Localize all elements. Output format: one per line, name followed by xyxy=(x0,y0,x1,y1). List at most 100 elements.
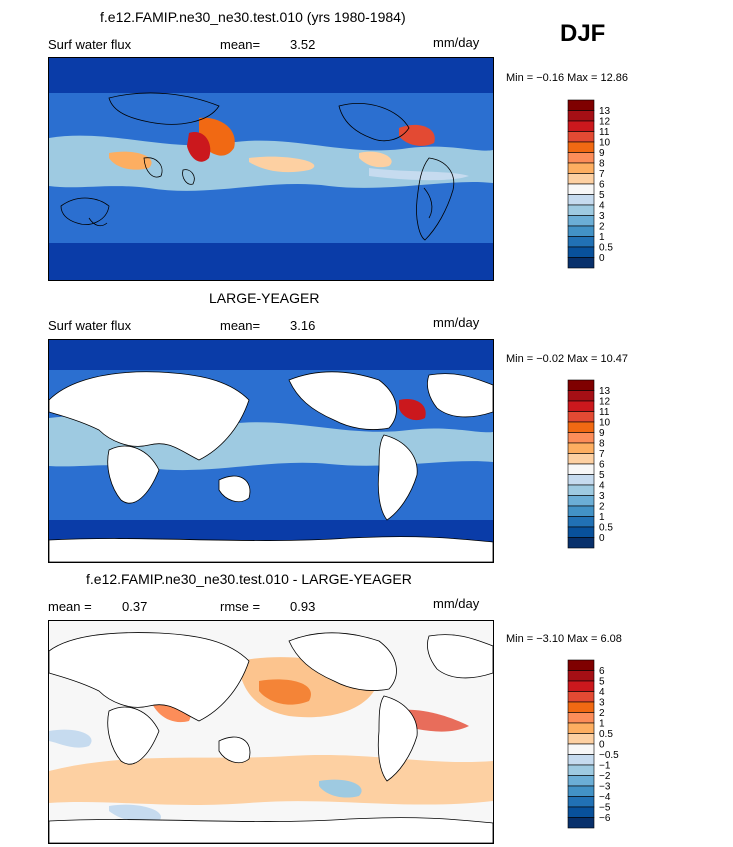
colorbar-swatch xyxy=(567,505,595,517)
colorbar-tick-label: 1 xyxy=(599,512,605,523)
colorbar-tick-label: 6 xyxy=(599,666,605,677)
colorbar-tick-label: 4 xyxy=(599,687,605,698)
panel2-colorbar: 13 12 11 10 9 8 7 6 5 4 3 2 1 0.5 0 xyxy=(567,379,628,555)
panel1-variable-label: Surf water flux xyxy=(48,37,132,52)
colorbar-swatch xyxy=(567,257,595,269)
colorbar-swatch xyxy=(567,246,595,258)
colorbar-swatch xyxy=(567,400,595,412)
colorbar-tick-label: 3 xyxy=(599,211,605,222)
colorbar-swatch xyxy=(567,183,595,195)
colorbar-tick-label: 8 xyxy=(599,159,605,170)
panel3-minmax: Min = −3.10 Max = 6.08 xyxy=(506,633,622,645)
colorbar-swatch xyxy=(567,194,595,206)
colorbar-swatch xyxy=(567,659,595,671)
panel2-mean-value: 3.16 xyxy=(290,318,316,333)
colorbar-swatch xyxy=(567,670,595,682)
colorbar-tick-label: 12 xyxy=(599,397,611,408)
colorbar-swatch xyxy=(567,743,595,755)
panel3-map xyxy=(48,620,494,844)
colorbar-swatch xyxy=(567,526,595,538)
colorbar-swatch xyxy=(567,141,595,153)
colorbar-tick-label: 0 xyxy=(599,533,605,544)
colorbar-swatch xyxy=(567,495,595,507)
colorbar-tick-label: 0 xyxy=(599,253,605,264)
season-label: DJF xyxy=(560,20,606,47)
colorbar-swatch xyxy=(567,484,595,496)
colorbar-swatch xyxy=(567,722,595,734)
colorbar-tick-label: 10 xyxy=(599,138,611,149)
colorbar-tick-label: 2 xyxy=(599,708,605,719)
panel2-units: mm/day xyxy=(433,315,480,330)
panel1-mean-value: 3.52 xyxy=(290,37,316,52)
panel1-title: f.e12.FAMIP.ne30_ne30.test.010 (yrs 1980… xyxy=(100,9,406,25)
colorbar-swatch xyxy=(567,225,595,237)
colorbar-tick-label: 2 xyxy=(599,222,605,233)
colorbar-swatch xyxy=(567,775,595,787)
panel1-colorbar: 13 12 11 10 9 8 7 6 5 4 3 2 1 0.5 0 xyxy=(567,99,628,275)
colorbar-swatch xyxy=(567,785,595,797)
colorbar-tick-label: 2 xyxy=(599,502,605,513)
colorbar-tick-label: 9 xyxy=(599,428,605,439)
panel3-colorbar: 6 5 4 3 2 1 0.5 0 −0.5 −1 −2 −3 −4 −5 −6 xyxy=(567,659,628,835)
colorbar-swatch xyxy=(567,712,595,724)
panel1-units: mm/day xyxy=(433,35,480,50)
colorbar-swatch xyxy=(567,152,595,164)
colorbar-swatch xyxy=(567,421,595,433)
panel1-map xyxy=(48,57,494,281)
colorbar-tick-label: 10 xyxy=(599,418,611,429)
colorbar-tick-label: 13 xyxy=(599,106,611,117)
panel2-map-field xyxy=(49,340,493,562)
colorbar-tick-label: 13 xyxy=(599,386,611,397)
colorbar-tick-label: 4 xyxy=(599,201,605,212)
panel3-rmse-value: 0.93 xyxy=(290,599,316,614)
colorbar-swatch xyxy=(567,204,595,216)
panel2-title: LARGE-YEAGER xyxy=(209,290,320,306)
colorbar-swatch xyxy=(567,733,595,745)
panel2-mean-label: mean= xyxy=(220,318,261,333)
colorbar-tick-label: 5 xyxy=(599,190,605,201)
colorbar-tick-label: 0.5 xyxy=(599,243,613,254)
colorbar-swatch xyxy=(567,701,595,713)
colorbar-swatch xyxy=(567,411,595,423)
colorbar-swatch xyxy=(567,691,595,703)
colorbar-swatch xyxy=(567,754,595,766)
colorbar-swatch xyxy=(567,390,595,402)
panel3-mean-label: mean = xyxy=(48,599,92,614)
colorbar-tick-label: −3 xyxy=(599,782,611,793)
colorbar-tick-label: 5 xyxy=(599,677,605,688)
colorbar-swatch xyxy=(567,99,595,111)
colorbar-swatch xyxy=(567,463,595,475)
colorbar-tick-label: 0.5 xyxy=(599,523,613,534)
colorbar-tick-label: 9 xyxy=(599,148,605,159)
colorbar-tick-label: −4 xyxy=(599,792,611,803)
panel2-variable-label: Surf water flux xyxy=(48,318,132,333)
colorbar-tick-label: 11 xyxy=(599,127,610,138)
colorbar-swatch xyxy=(567,453,595,465)
colorbar-tick-label: −2 xyxy=(599,771,611,782)
panel3-units: mm/day xyxy=(433,596,480,611)
colorbar-swatch xyxy=(567,442,595,454)
colorbar-swatch xyxy=(567,236,595,248)
panel3-title: f.e12.FAMIP.ne30_ne30.test.010 - LARGE-Y… xyxy=(86,571,412,587)
colorbar-tick-label: 6 xyxy=(599,180,605,191)
panel1-map-field xyxy=(49,58,493,280)
colorbar-tick-label: 12 xyxy=(599,117,611,128)
panel2-minmax: Min = −0.02 Max = 10.47 xyxy=(506,353,628,365)
colorbar-tick-label: 8 xyxy=(599,439,605,450)
colorbar-tick-label: 0.5 xyxy=(599,729,613,740)
colorbar-tick-label: 11 xyxy=(599,407,610,418)
panel3-rmse-label: rmse = xyxy=(220,599,261,614)
colorbar-tick-label: 7 xyxy=(599,449,605,460)
colorbar-swatch xyxy=(567,474,595,486)
colorbar-swatch xyxy=(567,432,595,444)
colorbar-tick-label: −0.5 xyxy=(599,750,619,761)
colorbar-tick-label: −5 xyxy=(599,803,611,814)
colorbar-swatch xyxy=(567,680,595,692)
colorbar-swatch xyxy=(567,110,595,122)
colorbar-swatch xyxy=(567,379,595,391)
colorbar-tick-label: 5 xyxy=(599,470,605,481)
colorbar-swatch xyxy=(567,537,595,549)
